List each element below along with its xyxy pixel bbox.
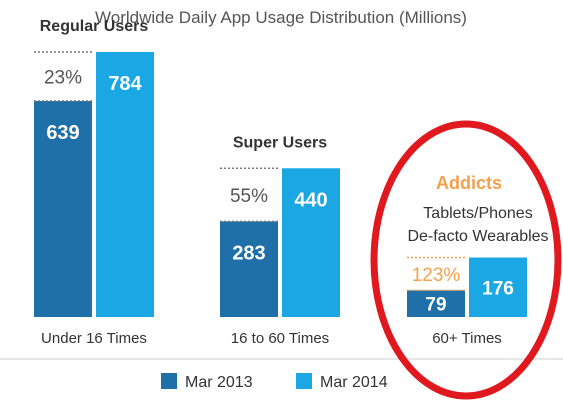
group-title-2: Addicts bbox=[436, 173, 502, 193]
growth-label-1: 55% bbox=[230, 186, 268, 207]
legend-label-mar-2013: Mar 2013 bbox=[185, 374, 253, 391]
bar-mar-2013-0 bbox=[34, 101, 92, 318]
bar-mar-2014-1 bbox=[282, 168, 340, 317]
bar-mar-2013-1 bbox=[220, 221, 278, 317]
group-title-1: Super Users bbox=[233, 134, 327, 151]
bar-mar-2014-0 bbox=[96, 52, 154, 317]
bar-mar-2013-2 bbox=[407, 290, 465, 317]
value-label-mar-2013-1: 283 bbox=[232, 242, 265, 264]
growth-label-2: 123% bbox=[412, 265, 461, 286]
category-label-1: 16 to 60 Times bbox=[231, 330, 329, 347]
growth-label-0: 23% bbox=[44, 68, 82, 89]
chart-title: Worldwide Daily App Usage Distribution (… bbox=[95, 8, 467, 27]
category-label-0: Under 16 Times bbox=[41, 330, 147, 347]
legend-swatch-mar-2014 bbox=[296, 373, 312, 389]
addicts-annotation-line-1: Tablets/Phones bbox=[423, 205, 532, 222]
legend: Mar 2013 Mar 2014 bbox=[161, 373, 388, 391]
bar-groups: 23% 639 784 Regular Users Under 16 Times 55% 2… bbox=[34, 18, 527, 347]
value-label-mar-2013-2: 79 bbox=[425, 295, 446, 316]
value-label-mar-2014-0: 784 bbox=[108, 73, 142, 95]
bar-mar-2014-2 bbox=[469, 257, 527, 317]
addicts-highlight-ellipse bbox=[370, 120, 562, 400]
addicts-annotation-line-2: De-facto Wearables bbox=[407, 228, 548, 245]
value-label-mar-2014-1: 440 bbox=[294, 189, 327, 211]
legend-swatch-mar-2013 bbox=[161, 373, 177, 389]
value-label-mar-2013-0: 639 bbox=[46, 122, 79, 144]
category-label-2: 60+ Times bbox=[432, 330, 502, 347]
group-title-0: Regular Users bbox=[40, 18, 149, 35]
value-label-mar-2014-2: 176 bbox=[482, 278, 514, 299]
legend-label-mar-2014: Mar 2014 bbox=[320, 374, 388, 391]
